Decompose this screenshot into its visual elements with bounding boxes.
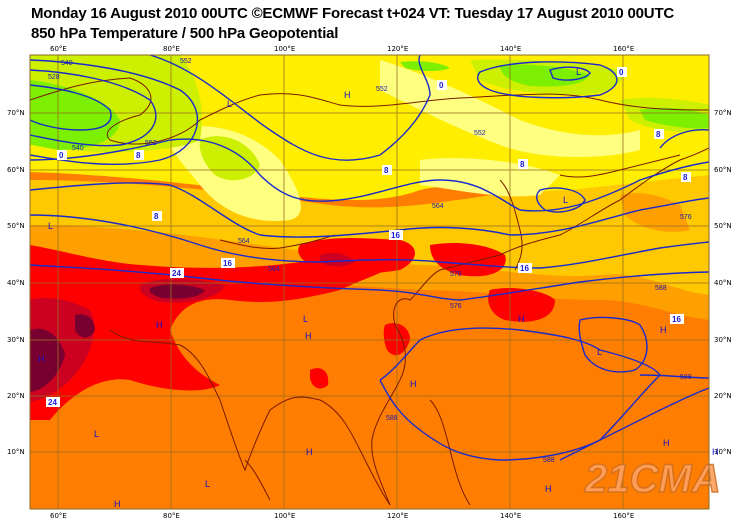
- lat-label-left: 40°N: [7, 279, 25, 287]
- temp-label-16: 16: [223, 259, 232, 268]
- high-center: H: [38, 354, 45, 364]
- high-center: H: [660, 325, 667, 335]
- temp-label-24: 24: [48, 398, 57, 407]
- temp-label-8: 8: [656, 130, 661, 139]
- chart-title-line2: 850 hPa Temperature / 500 hPa Geopotenti…: [31, 25, 339, 42]
- contour-label-552: 552: [376, 86, 388, 93]
- lat-label-right: 70°N: [714, 109, 732, 117]
- pressure-centers: L L L L L L L L H H H H H H H H H H H H: [38, 67, 719, 509]
- chart-title-line1: Monday 16 August 2010 00UTC ©ECMWF Forec…: [31, 5, 675, 22]
- temp-label-16: 16: [520, 264, 529, 273]
- lat-label-right: 60°N: [714, 166, 732, 174]
- geopotential-contours: [30, 55, 709, 461]
- contour-label-588: 576: [450, 303, 462, 310]
- high-center: H: [156, 320, 163, 330]
- contour-label-588: 588: [543, 457, 555, 464]
- temp-label-0: 0: [59, 151, 64, 160]
- geopotential-labels: 540 528 540 552 552 552 552 564 564 564 …: [48, 58, 692, 464]
- lon-label-top: 80°E: [163, 45, 180, 53]
- high-center: H: [306, 447, 313, 457]
- contour-label-552: 552: [180, 58, 192, 65]
- lat-label-right: 20°N: [714, 392, 732, 400]
- lat-label-left: 60°N: [7, 166, 25, 174]
- map-frame: [29, 54, 710, 510]
- lon-label-bottom: 120°E: [387, 512, 409, 520]
- temp-label-16: 16: [672, 315, 681, 324]
- temp-label-8: 8: [154, 212, 159, 221]
- contour-label-576: 576: [450, 271, 462, 278]
- temperature-labels: 0 0 0 8 8 8 8 8 8 16 16 16 16 24 24: [46, 67, 691, 407]
- lon-label-bottom: 160°E: [613, 512, 635, 520]
- lon-label-top: 140°E: [500, 45, 522, 53]
- lon-label-top: 100°E: [274, 45, 296, 53]
- contour-label-552: 552: [474, 130, 486, 137]
- low-center: L: [576, 67, 581, 77]
- lon-label-bottom: 60°E: [50, 512, 67, 520]
- low-center: L: [205, 479, 210, 489]
- temp-label-24: 24: [172, 269, 181, 278]
- temp-label-8: 8: [683, 173, 688, 182]
- temp-label-8: 8: [384, 166, 389, 175]
- temp-label-16: 16: [391, 231, 400, 240]
- contour-label-588: 588: [386, 415, 398, 422]
- low-center: L: [227, 99, 232, 109]
- high-center: H: [114, 499, 121, 509]
- contour-label-540: 540: [72, 145, 84, 152]
- temp-label-0: 0: [619, 68, 624, 77]
- high-center: H: [305, 331, 312, 341]
- lat-label-right: 30°N: [714, 336, 732, 344]
- lon-label-top: 60°E: [50, 45, 67, 53]
- contour-label-528: 528: [48, 74, 60, 81]
- high-center: H: [545, 484, 552, 494]
- lat-label-left: 30°N: [7, 336, 25, 344]
- coastlines: [30, 77, 709, 506]
- temp-label-0: 0: [439, 81, 444, 90]
- lat-label-left: 10°N: [7, 448, 25, 456]
- lat-label-left: 70°N: [7, 109, 25, 117]
- contour-label-552: 552: [145, 140, 157, 147]
- temp-label-8: 8: [520, 160, 525, 169]
- lon-label-bottom: 140°E: [500, 512, 522, 520]
- temp-label-8: 8: [136, 151, 141, 160]
- lon-label-top: 160°E: [613, 45, 635, 53]
- lat-label-right: 10°N: [714, 448, 732, 456]
- low-center: L: [94, 429, 99, 439]
- contour-label-576: 576: [680, 214, 692, 221]
- contour-label-576: 564: [268, 266, 280, 273]
- lat-label-right: 50°N: [714, 222, 732, 230]
- lon-label-bottom: 100°E: [274, 512, 296, 520]
- contour-label-588: 588: [680, 374, 692, 381]
- high-center: H: [712, 447, 719, 457]
- graticule: [30, 55, 709, 509]
- contour-label-564: 564: [432, 203, 444, 210]
- contour-label-588: 588: [655, 285, 667, 292]
- high-center: H: [344, 90, 351, 100]
- low-center: L: [303, 314, 308, 324]
- lat-label-left: 20°N: [7, 392, 25, 400]
- low-center: L: [597, 347, 602, 357]
- high-center: H: [518, 314, 525, 324]
- contour-label-564: 564: [238, 238, 250, 245]
- low-center: L: [48, 221, 53, 231]
- lon-label-top: 120°E: [387, 45, 409, 53]
- lat-label-left: 50°N: [7, 222, 25, 230]
- low-center: L: [563, 195, 568, 205]
- lon-label-bottom: 80°E: [163, 512, 180, 520]
- contour-label-540: 540: [61, 60, 73, 67]
- lat-label-right: 40°N: [714, 279, 732, 287]
- high-center: H: [663, 438, 670, 448]
- high-center: H: [410, 379, 417, 389]
- watermark-21cma: 21CMA: [584, 457, 721, 501]
- temperature-fill: [30, 55, 709, 509]
